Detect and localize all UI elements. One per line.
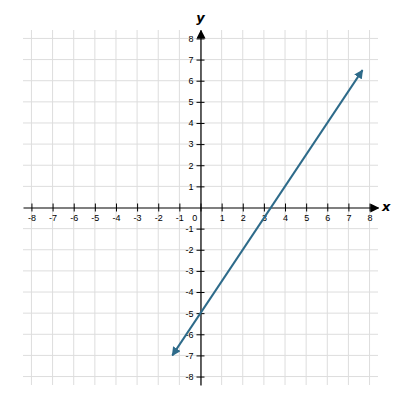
y-tick-label: 3	[188, 139, 193, 149]
y-tick-label: 4	[188, 118, 193, 128]
x-tick-label: 2	[241, 213, 246, 223]
y-tick: 8	[188, 34, 204, 44]
x-tick-mark	[95, 204, 96, 212]
grid	[23, 30, 378, 385]
y-tick-mark	[197, 144, 205, 145]
x-tick: -3	[134, 204, 142, 223]
x-tick-label: 5	[304, 213, 309, 223]
y-tick-mark	[197, 229, 205, 230]
x-tick: -4	[112, 204, 120, 223]
y-tick: -2	[185, 245, 204, 255]
x-tick-mark	[285, 204, 286, 212]
y-tick: 3	[188, 139, 204, 149]
x-tick-mark	[158, 204, 159, 212]
y-tick-mark	[197, 123, 205, 124]
y-axis-line	[200, 31, 201, 386]
x-tick-mark	[31, 204, 32, 212]
x-tick-label: -8	[28, 213, 36, 223]
x-tick: 2	[241, 204, 246, 223]
y-tick-label: 5	[188, 97, 193, 107]
y-tick-mark	[197, 250, 205, 251]
y-tick: -7	[185, 351, 204, 361]
x-tick-label: -4	[112, 213, 120, 223]
x-tick: 8	[368, 204, 373, 223]
x-tick: 6	[325, 204, 330, 223]
x-tick-mark	[370, 204, 371, 212]
y-tick-mark	[197, 102, 205, 103]
y-tick-mark	[197, 81, 205, 82]
x-tick-label: -7	[49, 213, 57, 223]
x-tick: 4	[283, 204, 288, 223]
y-tick-mark	[197, 292, 205, 293]
x-tick-label: -6	[70, 213, 78, 223]
x-tick-label: -3	[134, 213, 142, 223]
x-tick-mark	[243, 204, 244, 212]
x-tick-mark	[116, 204, 117, 212]
y-axis-label: y	[196, 10, 205, 25]
x-tick-mark	[327, 204, 328, 212]
y-tick-mark	[197, 355, 205, 356]
y-tick-mark	[197, 271, 205, 272]
y-tick-label: -5	[185, 309, 193, 319]
x-tick-mark	[264, 204, 265, 212]
y-tick: 1	[188, 182, 204, 192]
y-tick-mark	[197, 377, 205, 378]
y-tick: 7	[188, 55, 204, 65]
y-tick: 2	[188, 161, 204, 171]
x-tick-label: -1	[176, 213, 184, 223]
x-tick-label: 4	[283, 213, 288, 223]
y-tick: 6	[188, 76, 204, 86]
y-tick-label: -3	[185, 266, 193, 276]
y-tick-label: 2	[188, 161, 193, 171]
x-tick-label: 8	[368, 213, 373, 223]
x-tick: -1	[176, 204, 184, 223]
x-tick-label: 7	[346, 213, 351, 223]
y-tick-mark	[197, 165, 205, 166]
y-tick-label: 1	[188, 182, 193, 192]
y-tick-label: -8	[185, 372, 193, 382]
y-tick: -1	[185, 224, 204, 234]
x-tick-label: 6	[325, 213, 330, 223]
x-tick-mark	[137, 204, 138, 212]
y-tick-label: 6	[188, 76, 193, 86]
x-tick: -8	[28, 204, 36, 223]
x-axis-label: x	[381, 199, 391, 214]
x-tick: 1	[220, 204, 225, 223]
chart: -8-7-6-5-4-3-2-1012345678-8-7-6-5-4-3-2-…	[0, 0, 401, 408]
y-tick-label: 8	[188, 34, 193, 44]
x-tick: -6	[70, 204, 78, 223]
y-tick-mark	[197, 334, 205, 335]
x-tick: 5	[304, 204, 309, 223]
x-tick-mark	[53, 204, 54, 212]
x-tick-label: -5	[91, 213, 99, 223]
x-tick-label: 1	[220, 213, 225, 223]
y-tick-label: -4	[185, 287, 193, 297]
plot-area	[172, 70, 362, 355]
x-tick-mark	[179, 204, 180, 212]
y-tick: -4	[185, 287, 204, 297]
x-tick: 7	[346, 204, 351, 223]
x-tick: 0	[192, 204, 201, 223]
line	[172, 70, 362, 355]
x-tick-mark	[222, 204, 223, 212]
y-tick: -3	[185, 266, 204, 276]
y-tick-label: 7	[188, 55, 193, 65]
x-tick-mark	[74, 204, 75, 212]
x-tick-label: 0	[192, 213, 197, 223]
x-tick: -5	[91, 204, 99, 223]
y-tick-mark	[197, 60, 205, 61]
y-tick-label: -1	[185, 224, 193, 234]
y-tick-mark	[197, 38, 205, 39]
y-tick: 4	[188, 118, 204, 128]
y-tick-mark	[197, 186, 205, 187]
y-tick: 5	[188, 97, 204, 107]
x-tick-mark	[306, 204, 307, 212]
x-tick-mark	[348, 204, 349, 212]
x-tick-label: -2	[155, 213, 163, 223]
x-tick: -2	[155, 204, 163, 223]
y-tick: -8	[185, 372, 204, 382]
y-tick-label: -7	[185, 351, 193, 361]
y-tick-label: -2	[185, 245, 193, 255]
x-tick: -7	[49, 204, 57, 223]
